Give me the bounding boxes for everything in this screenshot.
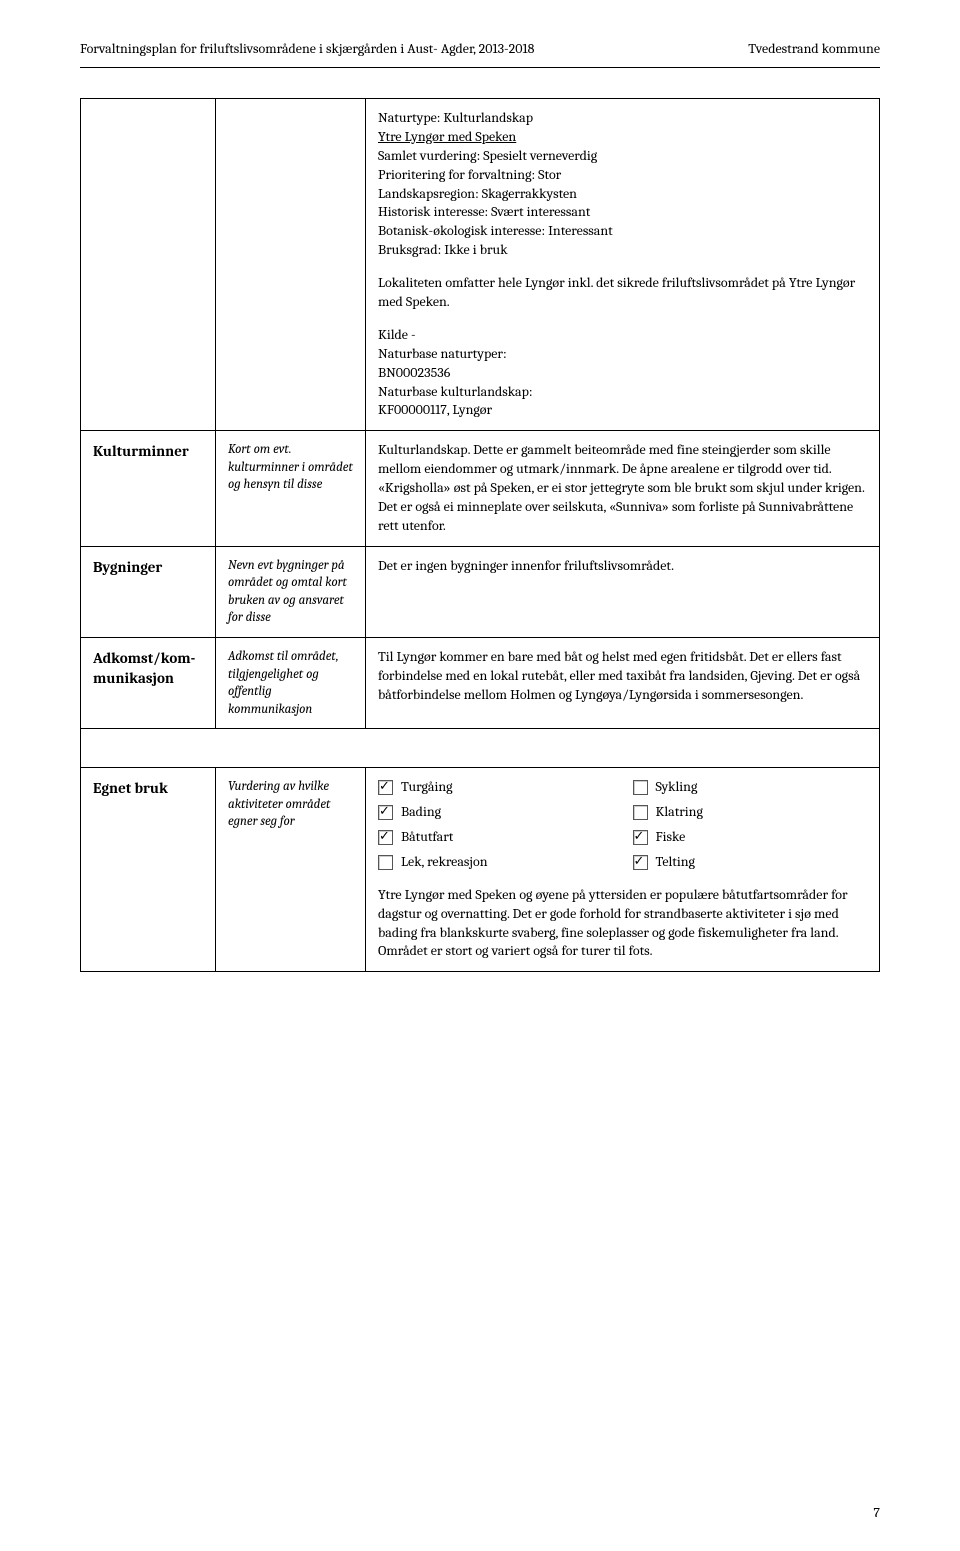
header-left: Forvaltningsplan for friluftslivsområden… [80, 40, 534, 57]
check-label: Lek, rekreasjon [401, 853, 488, 872]
egnet-content: Turgåing Sykling Bading Klatring [366, 768, 880, 972]
checkbox-icon[interactable] [633, 830, 648, 845]
historisk: Historisk interesse: Svært interessant [378, 203, 867, 222]
kulturminner-note: Kort om evt. kulturminner i området og h… [216, 431, 366, 546]
table-row: Adkomst/kom-munikasjon Adkomst til områd… [81, 638, 880, 729]
kilde-block: Kilde - Naturbase naturtyper: BN00023536… [378, 326, 867, 420]
check-bading: Bading [378, 803, 613, 822]
samlet-vurdering: Samlet vurdering: Spesielt verneverdig [378, 147, 867, 166]
check-baatutfart: Båtutfart [378, 828, 613, 847]
page-number: 7 [873, 1504, 880, 1521]
checkbox-icon[interactable] [378, 830, 393, 845]
checkbox-icon[interactable] [378, 780, 393, 795]
kulturminner-text: Kulturlandskap. Dette er gammelt beiteom… [366, 431, 880, 546]
check-label: Sykling [656, 778, 698, 797]
botanisk: Botanisk-økologisk interesse: Interessan… [378, 222, 867, 241]
kilde-label: Kilde - [378, 326, 867, 345]
landskapsregion: Landskapsregion: Skagerrakkysten [378, 185, 867, 204]
table-row: Naturtype: Kulturlandskap Ytre Lyngør me… [81, 99, 880, 431]
checkbox-icon[interactable] [633, 805, 648, 820]
prioritering: Prioritering for forvaltning: Stor [378, 166, 867, 185]
naturbase-kultur: Naturbase kulturlandskap: [378, 383, 867, 402]
bygninger-text: Det er ingen bygninger innenfor frilufts… [366, 546, 880, 637]
spacer-row [81, 729, 880, 768]
checkbox-icon[interactable] [378, 805, 393, 820]
ytre-lyngor: Ytre Lyngør med Speken [378, 128, 867, 147]
kf-code: KF00000117, Lyngør [378, 401, 867, 420]
check-lek: Lek, rekreasjon [378, 853, 613, 872]
bruksgrad: Bruksgrad: Ikke i bruk [378, 241, 867, 260]
egnet-label: Egnet bruk [81, 768, 216, 972]
egnet-note: Vurdering av hvilke aktiviteter området … [216, 768, 366, 972]
adkomst-text: Til Lyngør kommer en bare med båt og hel… [366, 638, 880, 729]
check-grid: Turgåing Sykling Bading Klatring [378, 778, 867, 872]
checkbox-icon[interactable] [633, 780, 648, 795]
checkbox-icon[interactable] [633, 855, 648, 870]
adkomst-note: Adkomst til området, tilgjengelighet og … [216, 638, 366, 729]
check-telting: Telting [633, 853, 868, 872]
bygninger-note: Nevn evt bygninger på området og omtal k… [216, 546, 366, 637]
cell-empty [81, 99, 216, 431]
check-label: Klatring [656, 803, 703, 822]
naturbase-typer: Naturbase naturtyper: [378, 345, 867, 364]
check-klatring: Klatring [633, 803, 868, 822]
check-sykling: Sykling [633, 778, 868, 797]
page-header: Forvaltningsplan for friluftslivsområden… [80, 40, 880, 57]
table-row: Kulturminner Kort om evt. kulturminner i… [81, 431, 880, 546]
bygninger-label: Bygninger [81, 546, 216, 637]
check-label: Turgåing [401, 778, 453, 797]
check-turgaaing: Turgåing [378, 778, 613, 797]
naturtype-cell: Naturtype: Kulturlandskap Ytre Lyngør me… [366, 99, 880, 431]
header-rule [80, 67, 880, 68]
naturtype-block: Naturtype: Kulturlandskap Ytre Lyngør me… [378, 109, 867, 260]
check-label: Båtutfart [401, 828, 453, 847]
lokalitet: Lokaliteten omfatter hele Lyngør inkl. d… [378, 274, 867, 312]
egnet-description: Ytre Lyngør med Speken og øyene på ytter… [378, 886, 867, 962]
check-label: Bading [401, 803, 441, 822]
adkomst-label: Adkomst/kom-munikasjon [81, 638, 216, 729]
table-row: Bygninger Nevn evt bygninger på området … [81, 546, 880, 637]
kulturminner-label: Kulturminner [81, 431, 216, 546]
table-row: Egnet bruk Vurdering av hvilke aktivitet… [81, 768, 880, 972]
check-fiske: Fiske [633, 828, 868, 847]
cell-empty [216, 99, 366, 431]
checkbox-icon[interactable] [378, 855, 393, 870]
page: Forvaltningsplan for friluftslivsområden… [0, 0, 960, 1551]
bn-code: BN00023536 [378, 364, 867, 383]
header-right: Tvedestrand kommune [748, 40, 880, 57]
check-label: Telting [656, 853, 695, 872]
check-label: Fiske [656, 828, 686, 847]
naturtype-label: Naturtype: Kulturlandskap [378, 109, 867, 128]
main-table: Naturtype: Kulturlandskap Ytre Lyngør me… [80, 98, 880, 972]
